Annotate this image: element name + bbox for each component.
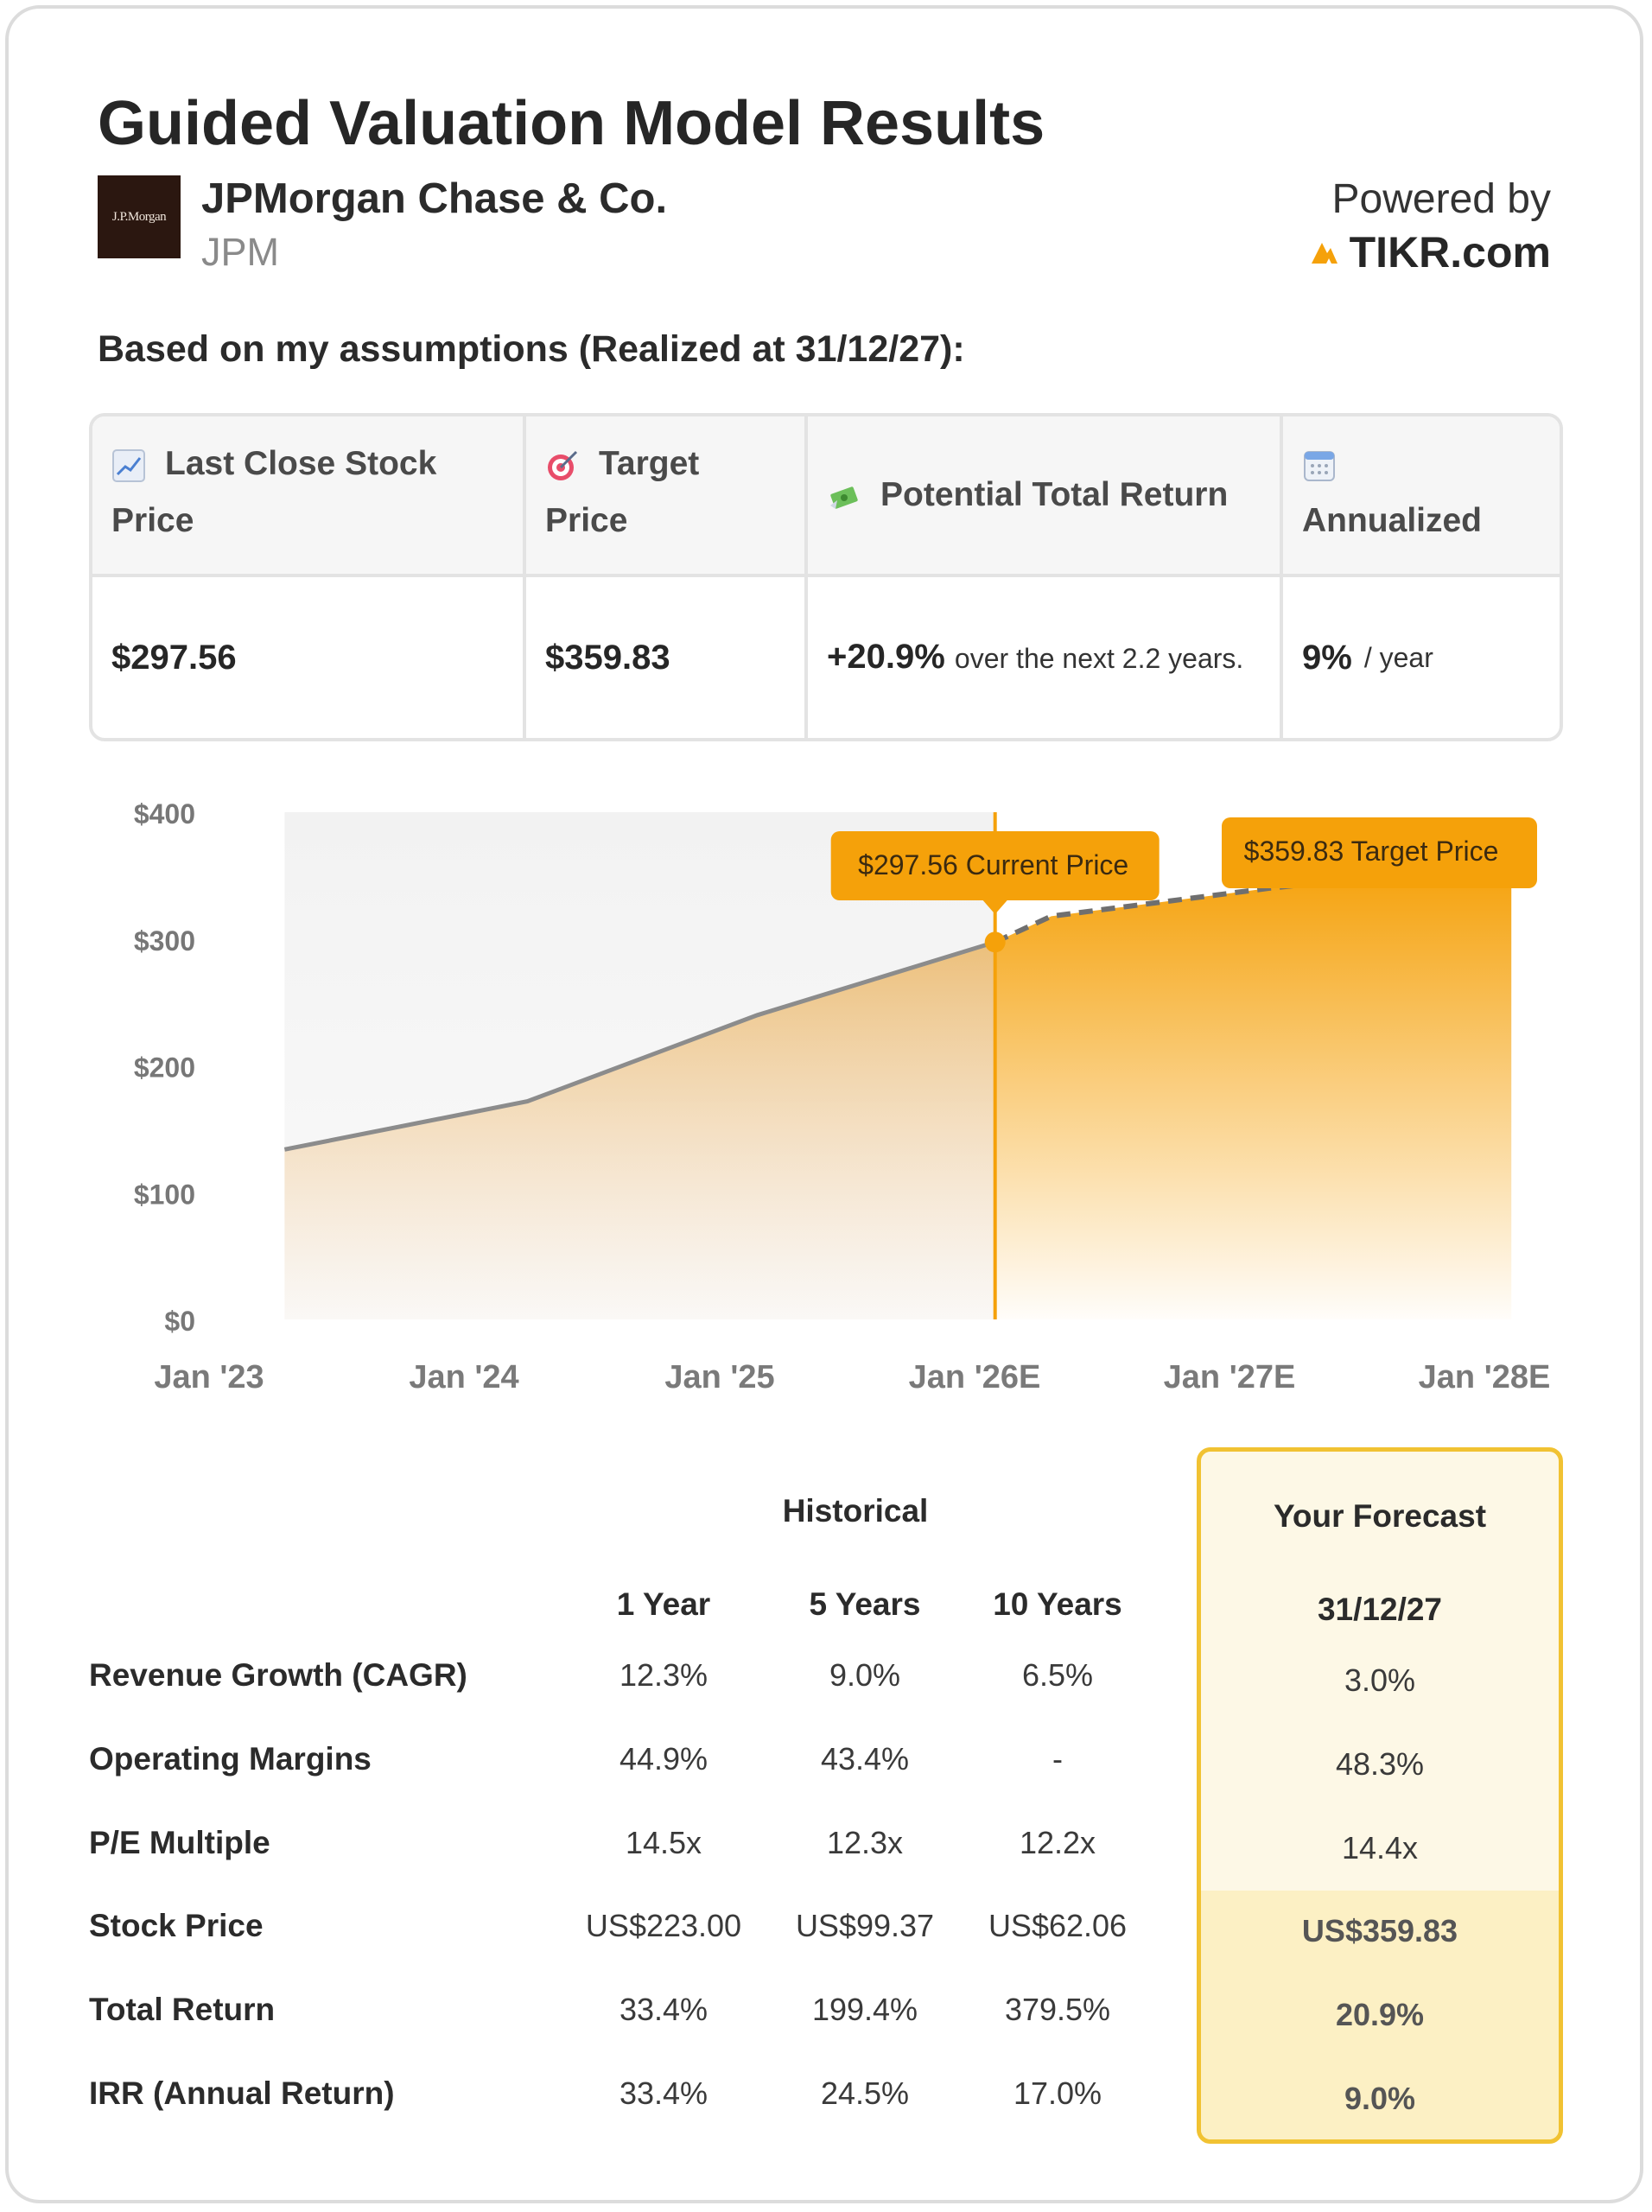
- ticker-symbol: JPM: [201, 230, 279, 274]
- x-tick-label: Jan '26E: [909, 1359, 1041, 1395]
- money-wings-icon: [830, 486, 858, 509]
- page-title: Guided Valuation Model Results: [98, 89, 1045, 158]
- annualized-unit: / year: [1363, 641, 1433, 673]
- y-tick-label: $400: [134, 798, 195, 830]
- historical-area: [284, 942, 995, 1319]
- forecast-value: 20.9%: [1335, 1997, 1425, 2032]
- x-tick-label: Jan '28E: [1419, 1359, 1551, 1395]
- logo-text: J.P.Morgan: [111, 209, 167, 224]
- historical-value: 12.3%: [619, 1657, 708, 1693]
- calendar-icon: [1304, 450, 1335, 481]
- metric-row-label: IRR (Annual Return): [89, 2075, 395, 2111]
- historical-value: 6.5%: [1021, 1657, 1094, 1693]
- annualized-percent: 9%: [1302, 638, 1352, 677]
- metric-row-label: Operating Margins: [89, 1741, 372, 1777]
- annualized-header: Annualized: [1283, 416, 1560, 577]
- y-tick-label: $300: [134, 925, 195, 957]
- powered-by-label: Powered by: [1331, 176, 1551, 222]
- x-tick-label: Jan '27E: [1164, 1359, 1296, 1395]
- forecast-value: 3.0%: [1344, 1662, 1416, 1698]
- metric-row-label: Revenue Growth (CAGR): [89, 1657, 467, 1693]
- target-price-label: $359.83 Target Price: [1244, 836, 1499, 867]
- y-tick-label: $200: [134, 1052, 195, 1084]
- potential-return-header-text: Potential Total Return: [880, 476, 1229, 513]
- company-name: JPMorgan Chase & Co.: [201, 175, 668, 222]
- y-tick-label: $100: [134, 1179, 195, 1210]
- target-price-value: $359.83: [526, 577, 808, 738]
- historical-value: 17.0%: [1013, 2075, 1102, 2111]
- last-close-header-text: Last Close Stock Price: [111, 445, 437, 539]
- current-price-dot: [984, 931, 1006, 953]
- historical-value: 9.0%: [829, 1657, 901, 1693]
- summary-table: Last Close Stock Price Target Price Pote…: [89, 413, 1563, 741]
- forecast-line: [994, 860, 1512, 945]
- return-period-text: over the next 2.2 years.: [954, 643, 1244, 674]
- historical-value: 24.5%: [820, 2075, 910, 2111]
- target-icon: [548, 450, 578, 480]
- metric-row-label: Total Return: [89, 1992, 276, 2027]
- target-price-tag: [1222, 817, 1537, 888]
- current-price-tag-pointer: [982, 900, 1007, 914]
- historical-value: US$223.00: [585, 1908, 742, 1943]
- chart-increasing-icon: [112, 448, 145, 482]
- last-close-value: $297.56: [92, 577, 526, 738]
- tikr-brand[interactable]: TIKR.com: [1310, 227, 1551, 277]
- column-header: 1 Year: [616, 1586, 711, 1622]
- historical-value: US$62.06: [988, 1908, 1128, 1943]
- x-tick-label: Jan '23: [154, 1359, 264, 1395]
- historical-value: 33.4%: [619, 2075, 708, 2111]
- historical-line: [283, 939, 996, 1152]
- potential-return-header: Potential Total Return: [808, 416, 1283, 577]
- current-price-tag: [830, 831, 1160, 900]
- historical-value: 379.5%: [1004, 1992, 1111, 2027]
- forecast-value: 48.3%: [1335, 1746, 1425, 1782]
- historical-value: 14.5x: [625, 1825, 702, 1860]
- tikr-logo-icon: [1311, 243, 1337, 264]
- historical-value: -: [1052, 1741, 1063, 1777]
- y-tick-label: $0: [164, 1306, 195, 1337]
- forecast-column: [1197, 1447, 1563, 2144]
- historical-value: 12.3x: [826, 1825, 904, 1860]
- target-header-text: Target Price: [545, 445, 700, 539]
- metric-row-label: P/E Multiple: [89, 1825, 270, 1860]
- historical-value: 33.4%: [619, 1992, 708, 2027]
- forecast-highlight: [1201, 1891, 1559, 2139]
- price-chart: $0 $100 $200 $300 $400 Jan '23 Jan '24 Jan '25 J…: [134, 798, 1551, 1395]
- forecast-date-header: 31/12/27: [1317, 1592, 1443, 1627]
- tikr-brand-text: TIKR.com: [1349, 228, 1551, 276]
- last-close-header: Last Close Stock Price: [92, 416, 526, 577]
- forecast-value: 14.4x: [1341, 1830, 1419, 1866]
- historical-value: 44.9%: [619, 1741, 708, 1777]
- x-tick-label: Jan '24: [409, 1359, 518, 1395]
- column-header: 5 Years: [809, 1586, 921, 1622]
- historical-header: Historical: [782, 1493, 929, 1529]
- assumptions-subtitle: Based on my assumptions (Realized at 31/…: [98, 328, 965, 370]
- current-price-label: $297.56 Current Price: [858, 849, 1128, 880]
- potential-return-value: +20.9% over the next 2.2 years.: [808, 577, 1283, 738]
- annualized-header-text: Annualized: [1302, 502, 1483, 539]
- historical-value: 12.2x: [1019, 1825, 1096, 1860]
- return-percent: +20.9%: [827, 638, 945, 676]
- x-tick-label: Jan '25: [664, 1359, 774, 1395]
- column-header: 10 Years: [993, 1586, 1122, 1622]
- target-header: Target Price: [526, 416, 808, 577]
- forecast-header: Your Forecast: [1273, 1498, 1487, 1534]
- company-logo: J.P.Morgan: [98, 175, 181, 258]
- forecast-value: 9.0%: [1344, 2081, 1416, 2116]
- forecast-area: [994, 862, 1512, 1319]
- historical-value: 199.4%: [811, 1992, 918, 2027]
- historical-value: 43.4%: [820, 1741, 910, 1777]
- annualized-value: 9% / year: [1283, 577, 1560, 738]
- metric-row-label: Stock Price: [89, 1908, 264, 1943]
- historical-value: US$99.37: [795, 1908, 935, 1943]
- forecast-value: US$359.83: [1301, 1913, 1458, 1948]
